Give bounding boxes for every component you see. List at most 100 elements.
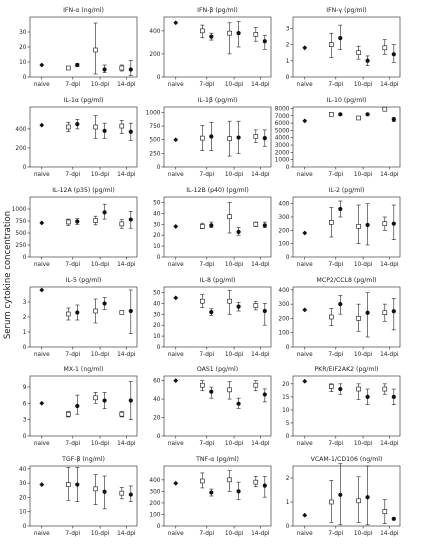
panel-18: VCAM-1/CD106 (ng/ml) 0 1 2 naive 7-dpi 10-dpi 1… xyxy=(286,456,401,537)
open-square-point xyxy=(328,42,334,47)
panel-9: IL-2 (pg/ml) 0 100 200 300 400 naive 7-dpi 10-dp… xyxy=(278,187,401,268)
y-tick-label: 100 xyxy=(149,512,160,518)
y-tick-label: 300 xyxy=(278,302,289,308)
x-tick-label: 7-dpi xyxy=(199,531,214,537)
naive-point xyxy=(302,230,308,236)
x-tick-label: naive xyxy=(34,352,50,358)
open-square-point xyxy=(66,482,71,487)
naive-point xyxy=(173,480,179,486)
open-square-point xyxy=(227,298,232,304)
x-tick-label: 14-dpi xyxy=(251,441,270,447)
y-tick-label: 10 xyxy=(153,334,161,340)
filled-circle-point xyxy=(75,122,80,127)
open-square-point xyxy=(356,498,361,504)
x-tick-label: naive xyxy=(168,262,184,268)
x-tick-label: 7-dpi xyxy=(199,262,214,268)
x-tick-label: naive xyxy=(297,352,313,358)
panel-frame xyxy=(29,286,138,348)
panel-16: TGF-β (ng/ml) 0 10 20 30 40 naive 7-dpi 10-dpi 14… xyxy=(19,456,138,537)
filled-circle-point xyxy=(391,394,396,399)
y-tick-label: 60 xyxy=(153,379,161,385)
filled-circle-point xyxy=(75,482,80,487)
filled-circle-point xyxy=(338,386,343,392)
x-tick-label: 7-dpi xyxy=(199,441,214,447)
open-square-point xyxy=(200,28,205,34)
filled-circle-point xyxy=(128,129,133,134)
x-tick-label: 10-dpi xyxy=(225,441,244,447)
y-tick-label: 0 xyxy=(286,255,290,261)
x-tick-label: 10-dpi xyxy=(91,441,110,447)
x-tick-label: 14-dpi xyxy=(251,82,270,88)
x-tick-label: 7-dpi xyxy=(199,82,214,88)
y-tick-label: 40 xyxy=(19,467,27,473)
panel-title: TNF-α (pg/ml) xyxy=(195,456,239,463)
panel-title: IFN-β (pg/ml) xyxy=(197,7,238,14)
naive-point xyxy=(173,137,179,143)
x-tick-label: naive xyxy=(168,82,184,88)
x-tick-label: 7-dpi xyxy=(199,172,214,178)
x-tick-label: 7-dpi xyxy=(65,531,80,537)
y-tick-label: 1 xyxy=(286,500,290,506)
x-tick-label: naive xyxy=(297,172,313,178)
panel-title: IL-8 (pg/ml) xyxy=(200,277,236,284)
open-square-point xyxy=(328,314,334,320)
panel-12: MCP2/CCL8 (pg/ml) 0 100 200 300 400 naive 7-dpi… xyxy=(278,277,401,358)
naive-point xyxy=(39,287,45,293)
open-square-point xyxy=(93,218,98,223)
open-square-point xyxy=(356,316,361,321)
filled-circle-point xyxy=(209,223,214,228)
filled-circle-point xyxy=(365,58,370,63)
x-tick-label: naive xyxy=(168,531,184,537)
x-tick-label: 7-dpi xyxy=(65,172,80,178)
panel-frame xyxy=(163,106,272,168)
open-square-point xyxy=(382,106,388,112)
x-tick-label: 7-dpi xyxy=(328,172,343,178)
y-tick-label: 4000 xyxy=(275,136,290,142)
panel-title: OAS1 (pg/ml) xyxy=(197,366,238,373)
y-tick-label: 750 xyxy=(149,124,160,130)
y-tick-label: 30 xyxy=(153,312,161,318)
y-tick-label: 0 xyxy=(23,165,27,171)
x-tick-label: 10-dpi xyxy=(91,262,110,268)
filled-circle-point xyxy=(236,401,241,406)
filled-circle-point xyxy=(102,398,107,403)
panel-title: IFN-γ (pg/ml) xyxy=(326,7,366,14)
x-tick-label: 10-dpi xyxy=(225,531,244,537)
open-square-point xyxy=(200,478,205,484)
y-tick-label: 10 xyxy=(19,510,27,516)
figure-ylabel: Serum cytokine concentration xyxy=(3,211,13,339)
open-square-point xyxy=(382,310,388,316)
filled-circle-point xyxy=(102,489,107,494)
y-tick-label: 2 xyxy=(286,476,290,482)
open-square-point xyxy=(227,477,232,483)
y-tick-label: 400 xyxy=(278,288,289,294)
panel-3: IFN-γ (pg/ml) 0 1 2 3 naive 7-dpi 10-dpi 14-dpi xyxy=(286,7,401,88)
x-tick-label: 10-dpi xyxy=(354,82,373,88)
filled-circle-point xyxy=(365,495,370,500)
y-tick-label: 10 xyxy=(19,60,27,66)
filled-circle-point xyxy=(209,134,214,139)
filled-circle-point xyxy=(338,112,343,117)
x-tick-label: naive xyxy=(168,441,184,447)
filled-circle-point xyxy=(128,67,133,72)
filled-circle-point xyxy=(128,217,133,222)
panel-title: MX-1 (ng/ml) xyxy=(64,366,104,373)
panel-10: IL-5 (pg/ml) 0 1 2 3 naive 7-dpi 10-dpi 14-dpi xyxy=(23,277,138,358)
filled-circle-point xyxy=(262,135,267,141)
open-square-point xyxy=(119,123,125,129)
panel-7: IL-12A (p35) (pg/ml) 0 250 500 750 1000 naive 7… xyxy=(12,187,138,268)
x-tick-label: 14-dpi xyxy=(251,352,270,358)
filled-circle-point xyxy=(262,223,267,228)
y-tick-label: 40 xyxy=(153,301,161,307)
x-tick-label: 10-dpi xyxy=(91,531,110,537)
panel-14: OAS1 (pg/ml) 0 20 40 60 naive 7-dpi 10-dpi 14-dp… xyxy=(153,366,272,447)
open-square-point xyxy=(66,411,71,417)
open-square-point xyxy=(119,221,125,227)
filled-circle-point xyxy=(236,304,241,309)
x-tick-label: 10-dpi xyxy=(91,172,110,178)
filled-circle-point xyxy=(75,62,80,68)
y-tick-label: 2 xyxy=(286,43,290,49)
open-square-point xyxy=(200,298,205,304)
x-tick-label: naive xyxy=(34,172,50,178)
